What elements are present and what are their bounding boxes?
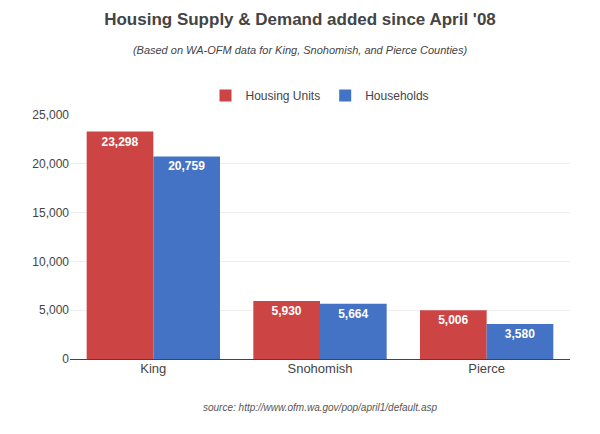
svg-text:King: King [140, 361, 166, 376]
svg-text:23,298: 23,298 [101, 135, 138, 149]
svg-text:3,580: 3,580 [505, 327, 535, 341]
svg-text:5,664: 5,664 [338, 307, 368, 321]
svg-text:source: http://www.ofm.wa.gov/: source: http://www.ofm.wa.gov/pop/april1… [203, 402, 437, 413]
svg-text:Pierce: Pierce [468, 361, 505, 376]
svg-text:5,006: 5,006 [438, 313, 468, 327]
svg-text:5,930: 5,930 [271, 304, 301, 318]
svg-text:15,000: 15,000 [32, 206, 69, 220]
svg-text:Housing Supply & Demand added: Housing Supply & Demand added since Apri… [104, 10, 496, 29]
svg-text:0: 0 [62, 352, 69, 366]
svg-text:Households: Households [365, 89, 428, 103]
svg-text:20,000: 20,000 [32, 157, 69, 171]
svg-text:20,759: 20,759 [168, 159, 205, 173]
svg-text:(Based on WA-OFM data for King: (Based on WA-OFM data for King, Snohomis… [133, 44, 468, 56]
svg-text:Housing Units: Housing Units [246, 89, 321, 103]
svg-text:10,000: 10,000 [32, 255, 69, 269]
svg-text:25,000: 25,000 [32, 108, 69, 122]
svg-text:5,000: 5,000 [39, 303, 69, 317]
svg-text:Snohomish: Snohomish [287, 361, 352, 376]
